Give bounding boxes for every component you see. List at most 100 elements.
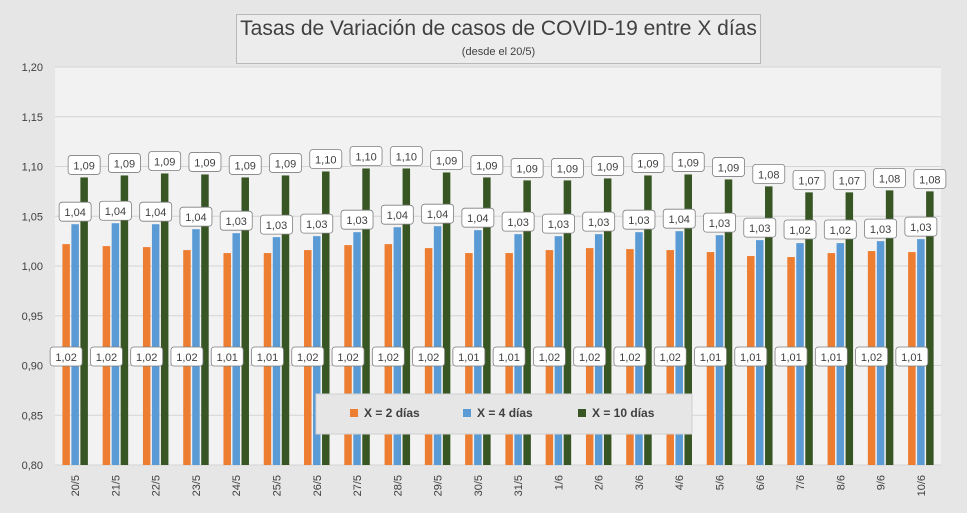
bar: [322, 171, 330, 465]
data-label: 1,02: [533, 346, 566, 367]
data-label-text: 1,02: [176, 352, 197, 364]
data-label: 1,02: [573, 346, 607, 367]
x-tick-label: 3/6: [634, 475, 646, 490]
x-tick-label: 31/5: [513, 475, 525, 496]
data-label: 1,08: [873, 167, 906, 188]
data-label-box: [108, 153, 141, 173]
x-tick-label: 7/6: [795, 475, 807, 490]
x-tick-label: 1/6: [553, 475, 565, 490]
data-label: 1,03: [864, 218, 897, 239]
data-label: 1,07: [792, 169, 826, 190]
x-tick-label: 5/6: [715, 475, 727, 490]
data-label-text: 1,03: [266, 220, 287, 232]
data-label-box: [470, 155, 504, 175]
bar: [523, 180, 531, 465]
data-label-box: [130, 346, 164, 367]
data-label: 1,09: [269, 153, 302, 173]
title-box: Tasas de Variación de casos de COVID-19 …: [236, 14, 761, 64]
data-label-box: [712, 157, 745, 177]
data-label-box: [179, 206, 213, 227]
data-label: 1,03: [582, 211, 616, 232]
legend-item: X = 4 días: [463, 406, 533, 420]
data-label-text: 1,02: [337, 352, 358, 364]
data-label-box: [67, 155, 101, 175]
data-label-box: [734, 346, 768, 367]
data-label: 1,10: [349, 146, 383, 166]
data-label: 1,04: [662, 208, 696, 229]
legend: X = 2 días X = 4 días X = 10 días: [315, 393, 693, 435]
data-label-box: [694, 346, 727, 367]
data-label-box: [452, 346, 486, 367]
data-label-text: 1,04: [64, 207, 85, 219]
data-label-box: [703, 212, 736, 233]
data-label: 1,04: [380, 204, 414, 225]
data-label: 1,10: [389, 146, 423, 166]
data-label-box: [774, 346, 808, 367]
legend-item: X = 2 días: [350, 406, 420, 420]
data-label-text: 1,03: [548, 219, 569, 231]
data-label-box: [219, 210, 253, 231]
data-label-box: [412, 346, 445, 367]
data-label-text: 1,04: [145, 207, 166, 219]
y-tick-label: 0,90: [22, 361, 43, 373]
bar: [402, 168, 411, 466]
y-tick-label: 1,00: [22, 261, 43, 273]
bar: [120, 175, 129, 465]
data-label-text: 1,04: [105, 206, 126, 218]
bar: [885, 190, 894, 465]
y-tick-label: 1,20: [22, 62, 43, 74]
x-tick-label: 27/5: [352, 475, 364, 496]
x-axis: 20/5 21/5 22/5 23/5 24/5 25/5 26/5 27/5 28/5 29/5…: [70, 475, 928, 496]
data-label: 1,08: [913, 168, 947, 189]
data-label-box: [501, 211, 535, 232]
data-label: 1,09: [228, 155, 262, 175]
bar: [362, 168, 370, 466]
data-label: 1,03: [260, 214, 293, 235]
bar: [241, 177, 249, 465]
data-label-box: [752, 163, 786, 184]
legend-swatch: [350, 409, 358, 417]
data-label-text: 1,02: [539, 352, 560, 364]
data-label: 1,09: [148, 151, 182, 171]
bar: [845, 192, 854, 465]
data-label-text: 1,03: [346, 215, 367, 227]
data-label-text: 1,03: [306, 219, 327, 231]
data-label-box: [653, 346, 687, 367]
data-label-box: [349, 146, 383, 166]
x-tick-label: 26/5: [312, 475, 324, 496]
data-label-text: 1,09: [275, 158, 296, 170]
data-label-box: [170, 346, 204, 367]
x-tick-label: 4/6: [674, 475, 686, 490]
data-label: 1,09: [510, 158, 544, 178]
data-label: 1,09: [551, 158, 584, 178]
data-label-text: 1,01: [821, 352, 842, 364]
y-tick-label: 0,80: [22, 460, 43, 472]
data-label-box: [873, 167, 906, 188]
data-label: 1,01: [452, 346, 486, 367]
y-tick-label: 0,95: [22, 311, 43, 323]
data-label: 1,01: [774, 346, 808, 367]
data-label: 1,09: [430, 150, 463, 170]
data-label-text: 1,02: [297, 352, 318, 364]
data-label-text: 1,02: [418, 352, 439, 364]
x-tick-label: 20/5: [70, 475, 82, 496]
data-label-text: 1,04: [669, 214, 690, 226]
y-tick-label: 1,05: [22, 211, 43, 223]
data-label: 1,03: [904, 216, 938, 237]
data-label: 1,02: [170, 346, 204, 367]
data-label-text: 1,01: [257, 352, 278, 364]
data-label: 1,02: [130, 346, 164, 367]
data-label-box: [58, 201, 92, 222]
data-label-box: [573, 346, 607, 367]
data-label-box: [855, 346, 888, 367]
data-label: 1,01: [895, 346, 929, 367]
data-label-text: 1,01: [700, 352, 721, 364]
data-label-text: 1,02: [830, 225, 851, 237]
x-tick-label: 25/5: [272, 475, 284, 496]
x-tick-label: 23/5: [191, 475, 203, 496]
data-label-text: 1,09: [718, 162, 739, 174]
data-label-text: 1,09: [436, 155, 457, 167]
data-label: 1,02: [90, 346, 123, 367]
y-axis: 0,80 0,85 0,90 0,95 1,00 1,05 1,10 1,15 1,20: [22, 62, 43, 472]
data-label-text: 1,02: [136, 352, 157, 364]
